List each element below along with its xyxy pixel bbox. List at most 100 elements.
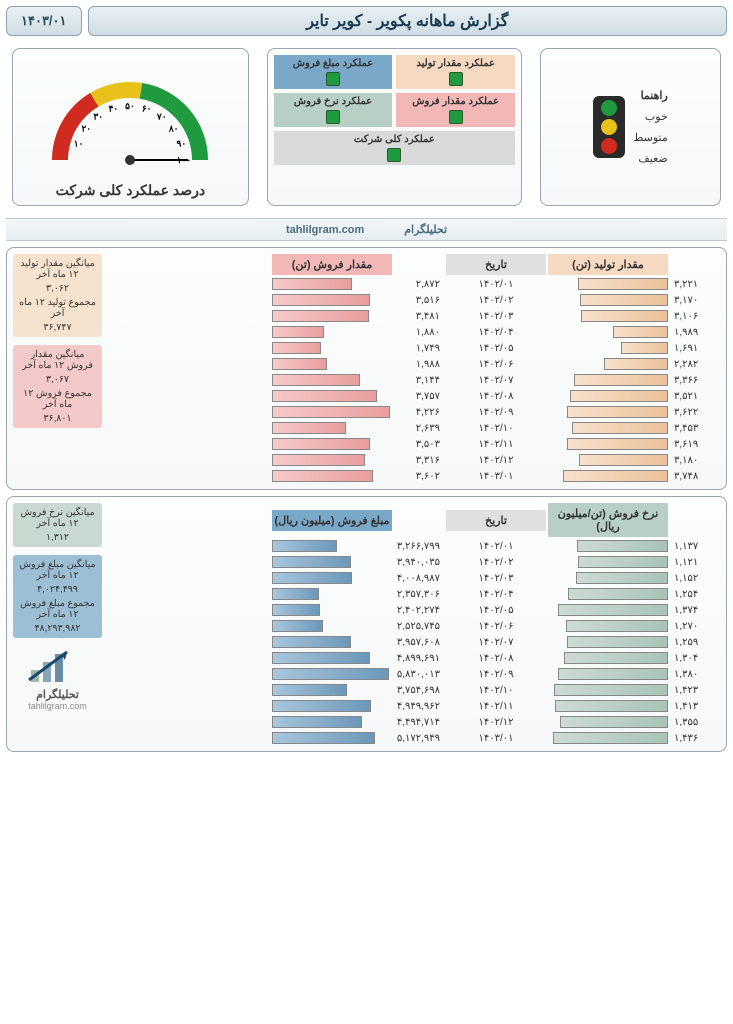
- bar-cell: [548, 325, 668, 339]
- column-header: [394, 261, 444, 269]
- bar-cell: [272, 587, 392, 601]
- bar-cell: [272, 619, 392, 633]
- value-cell: ۳,۵۲۱: [670, 391, 720, 402]
- date-cell: ۱۴۰۲/۱۲: [446, 717, 546, 728]
- value-cell: ۱,۲۷۰: [670, 621, 720, 632]
- value-cell: ۲,۲۸۲: [670, 359, 720, 370]
- value-cell: ۱,۷۴۹: [394, 343, 444, 354]
- value-cell: ۳,۷۵۷: [394, 391, 444, 402]
- bar-cell: [272, 683, 392, 697]
- value-cell: ۳,۴۸۱: [394, 311, 444, 322]
- date-cell: ۱۴۰۲/۰۹: [446, 669, 546, 680]
- value-cell: ۱,۹۸۹: [670, 327, 720, 338]
- traffic-light-icon: [593, 96, 625, 158]
- date-cell: ۱۴۰۲/۰۸: [446, 653, 546, 664]
- stats-box: میانگین مقدار فروش ۱۲ ماه آخر۳,۰۶۷مجموع …: [13, 345, 102, 428]
- bar-cell: [548, 731, 668, 745]
- svg-text:۹۰: ۹۰: [177, 138, 187, 148]
- bar-cell: [548, 373, 668, 387]
- bar-cell: [272, 469, 392, 483]
- section-production-sales: مقدار تولید (تن)تاریخمقدار فروش (تن)۳,۲۲…: [6, 247, 727, 490]
- bar-cell: [548, 603, 668, 617]
- value-cell: ۳,۳۶۶: [670, 375, 720, 386]
- value-cell: ۱,۲۵۹: [670, 637, 720, 648]
- value-cell: ۳,۶۲۲: [670, 407, 720, 418]
- value-cell: ۳,۷۴۸: [670, 471, 720, 482]
- value-cell: ۲,۶۳۹: [394, 423, 444, 434]
- value-cell: ۲,۵۲۵,۷۴۵: [394, 621, 444, 632]
- bar-cell: [272, 699, 392, 713]
- kpi-indicator: [387, 148, 401, 162]
- bar-cell: [548, 651, 668, 665]
- column-header: [110, 261, 270, 269]
- column-header: [670, 261, 720, 269]
- kpi-indicator: [449, 72, 463, 86]
- value-cell: ۴,۲۲۶: [394, 407, 444, 418]
- brand-row: تحلیلگرام tahlilgram.com: [6, 218, 727, 241]
- value-cell: ۳,۴۵۳: [670, 423, 720, 434]
- value-cell: ۱,۹۸۸: [394, 359, 444, 370]
- value-cell: ۳,۱۰۶: [670, 311, 720, 322]
- brand-logo: تحلیلگرام tahlilgram.com: [13, 648, 102, 711]
- svg-text:۸۰: ۸۰: [168, 123, 179, 133]
- date-cell: ۱۴۰۲/۰۷: [446, 637, 546, 648]
- bar-cell: [548, 683, 668, 697]
- value-cell: ۱,۱۲۱: [670, 557, 720, 568]
- value-cell: ۳,۱۴۴: [394, 375, 444, 386]
- date-cell: ۱۴۰۲/۰۶: [446, 359, 546, 370]
- value-cell: ۱,۳۵۵: [670, 717, 720, 728]
- date-cell: ۱۴۰۲/۱۰: [446, 685, 546, 696]
- value-cell: ۳,۲۶۶,۷۹۹: [394, 541, 444, 552]
- bar-cell: [272, 309, 392, 323]
- kpi-indicator: [326, 110, 340, 124]
- date-cell: ۱۴۰۲/۰۹: [446, 407, 546, 418]
- value-cell: ۳,۶۱۹: [670, 439, 720, 450]
- brand-fa: تحلیلگرام: [404, 223, 447, 236]
- bar-cell: [548, 635, 668, 649]
- value-cell: ۴,۴۹۴,۷۱۴: [394, 717, 444, 728]
- date-cell: ۱۴۰۲/۰۸: [446, 391, 546, 402]
- section-rate-revenue: نرخ فروش (تن/میلیون ریال)تاریخمبلغ فروش …: [6, 496, 727, 752]
- bar-cell: [272, 603, 392, 617]
- gauge-panel: ۱۰۲۰۳۰۴۰۵۰۶۰۷۰۸۰۹۰۱۰۰ درصد عملکرد کلی شر…: [12, 48, 249, 206]
- svg-text:۴۰: ۴۰: [109, 104, 119, 114]
- date-cell: ۱۴۰۲/۰۶: [446, 621, 546, 632]
- date-cell: ۱۴۰۲/۰۱: [446, 279, 546, 290]
- date-cell: ۱۴۰۲/۱۱: [446, 439, 546, 450]
- bar-cell: [272, 405, 392, 419]
- column-header: نرخ فروش (تن/میلیون ریال): [548, 503, 668, 537]
- logo-subtext: tahlilgram.com: [13, 701, 102, 711]
- value-cell: ۳,۲۲۱: [670, 279, 720, 290]
- column-header: [670, 516, 720, 524]
- value-cell: ۴,۸۹۹,۶۹۱: [394, 653, 444, 664]
- stats-box: میانگین مقدار تولید ۱۲ ماه آخر۳,۰۶۲مجموع…: [13, 254, 102, 337]
- bar-cell: [272, 277, 392, 291]
- bar-cell: [272, 357, 392, 371]
- date-cell: ۱۴۰۲/۰۷: [446, 375, 546, 386]
- date-cell: ۱۴۰۲/۰۳: [446, 573, 546, 584]
- bar-cell: [548, 293, 668, 307]
- date-cell: ۱۴۰۲/۱۲: [446, 455, 546, 466]
- date-cell: ۱۴۰۲/۰۵: [446, 605, 546, 616]
- gauge-chart: ۱۰۲۰۳۰۴۰۵۰۶۰۷۰۸۰۹۰۱۰۰: [35, 55, 225, 175]
- column-header: مقدار تولید (تن): [548, 254, 668, 275]
- bar-cell: [272, 667, 392, 681]
- value-cell: ۱,۳۰۴: [670, 653, 720, 664]
- logo-text: تحلیلگرام: [13, 688, 102, 701]
- date-cell: ۱۴۰۲/۰۴: [446, 589, 546, 600]
- svg-text:۶۰: ۶۰: [142, 104, 152, 114]
- bar-cell: [272, 389, 392, 403]
- light-red: [601, 138, 617, 154]
- date-cell: ۱۴۰۳/۰۱: [446, 471, 546, 482]
- value-cell: ۱,۴۱۳: [670, 701, 720, 712]
- light-yellow: [601, 119, 617, 135]
- kpi-panel: عملکرد مقدار تولیدعملکرد مبلغ فروشعملکرد…: [267, 48, 522, 206]
- bar-cell: [548, 277, 668, 291]
- bar-cell: [272, 453, 392, 467]
- bar-cell: [272, 555, 392, 569]
- value-cell: ۳,۹۴۰,۰۳۵: [394, 557, 444, 568]
- date-cell: ۱۴۰۲/۰۴: [446, 327, 546, 338]
- value-cell: ۲,۴۰۲,۲۷۴: [394, 605, 444, 616]
- bar-cell: [272, 373, 392, 387]
- bar-cell: [548, 341, 668, 355]
